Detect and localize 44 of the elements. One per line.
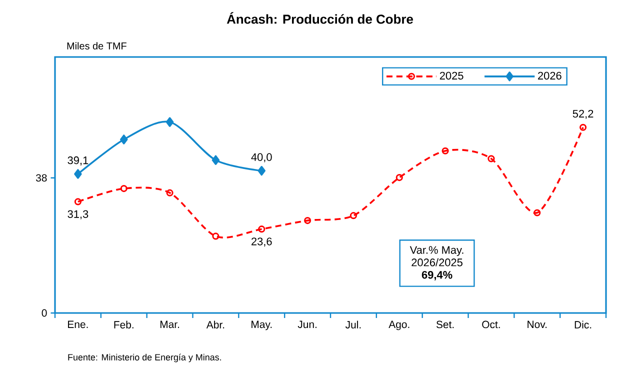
point xyxy=(534,209,541,216)
annotation: 2026/2025 xyxy=(412,258,462,266)
y-tick-label: 38 xyxy=(36,174,47,182)
x-tick-label: Dic. xyxy=(574,320,592,328)
point xyxy=(120,134,128,144)
point xyxy=(74,169,82,179)
x-tick-label: Jun. xyxy=(298,320,316,328)
x-tick-label: Ene. xyxy=(68,320,88,328)
x-tick-label: Nov. xyxy=(528,320,547,328)
source-note: Fuente: Ministerio de Energía y Minas. xyxy=(68,354,222,362)
point xyxy=(166,117,174,127)
point xyxy=(166,189,174,196)
point xyxy=(120,185,128,192)
x-tick-label: May. xyxy=(252,320,272,330)
point xyxy=(488,155,495,162)
chart-title: Áncash: Producción de Cobre xyxy=(226,12,413,24)
annotation: 69,4% xyxy=(422,270,452,280)
point xyxy=(396,174,403,182)
data-label: 52,2 xyxy=(572,110,594,119)
point xyxy=(258,226,266,233)
x-tick-label: Oct. xyxy=(482,320,500,328)
x-tick-label: Abr. xyxy=(206,320,224,328)
point xyxy=(258,166,266,176)
x-tick-label: Set. xyxy=(436,320,454,328)
point xyxy=(212,155,220,165)
point xyxy=(442,147,449,154)
legend-label: 2026 xyxy=(538,72,562,80)
x-tick-label: Feb. xyxy=(114,320,134,328)
point xyxy=(350,212,357,220)
annotation: Var.% May. xyxy=(410,246,464,256)
data-label: 31,3 xyxy=(68,210,88,220)
point xyxy=(74,198,82,206)
legend-label: 2025 xyxy=(440,72,464,80)
x-tick-label: Mar. xyxy=(160,320,180,328)
data-label: 23,6 xyxy=(252,238,272,247)
x-tick-label: Ago. xyxy=(388,320,410,330)
x-tick-label: Jul. xyxy=(345,320,361,328)
data-label: 40,0 xyxy=(251,153,272,162)
data-label: 39,1 xyxy=(68,156,88,166)
point xyxy=(580,124,587,131)
point xyxy=(304,217,312,224)
y-tick-label: 0 xyxy=(42,309,47,317)
y-axis-title: Miles de TMF xyxy=(67,42,126,50)
point xyxy=(212,232,220,240)
